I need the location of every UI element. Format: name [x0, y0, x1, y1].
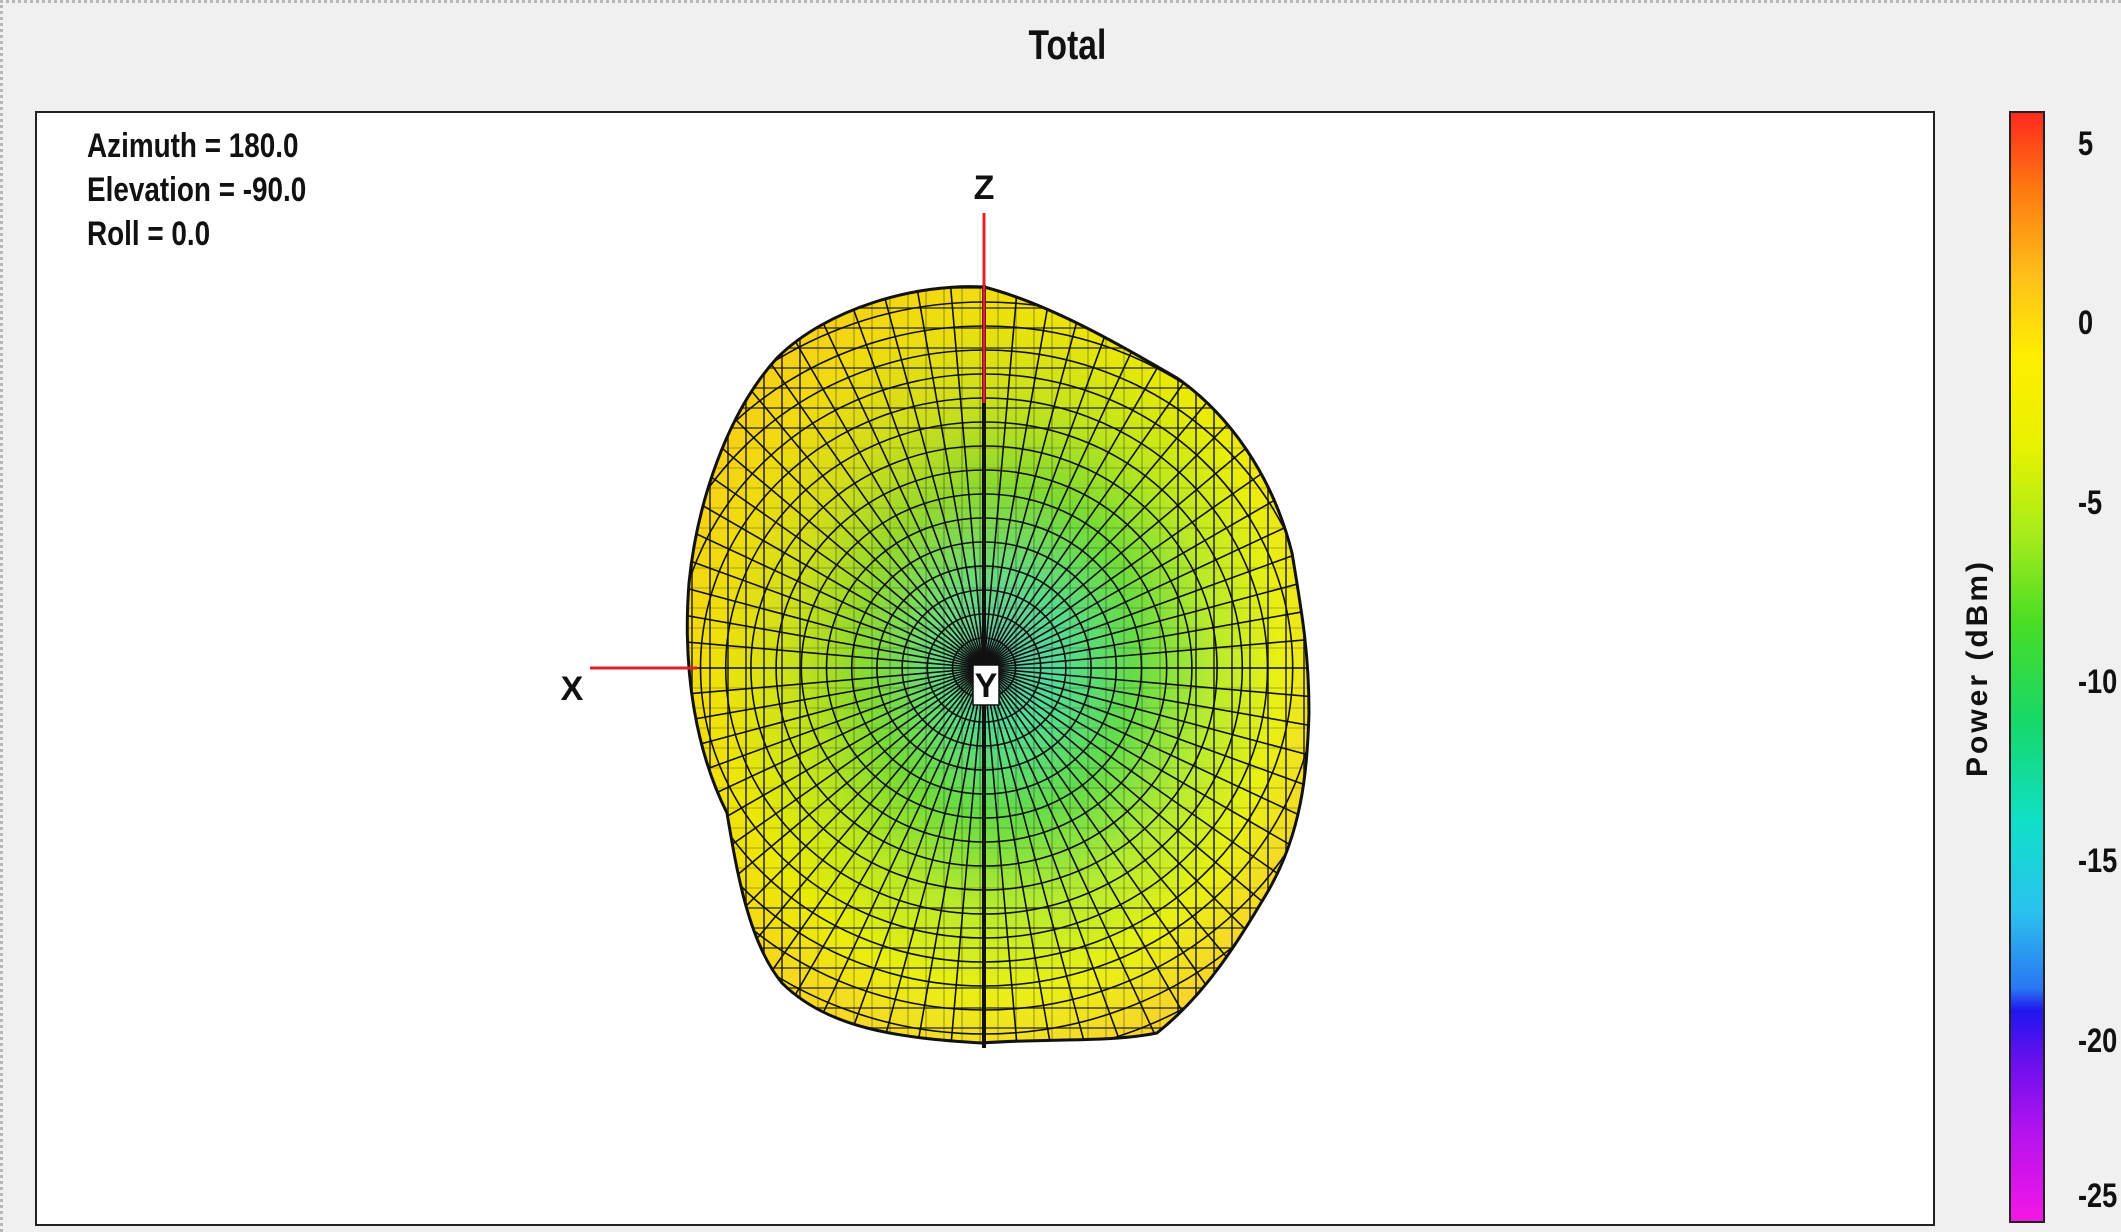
- colorbar-tick-label: -15: [2078, 842, 2118, 881]
- radiation-pattern-surface[interactable]: Z X Y: [37, 113, 1933, 1224]
- elevation-readout: Elevation = -90.0: [87, 171, 307, 209]
- colorbar-tick-label: -25: [2078, 1177, 2118, 1215]
- colorbar: [2009, 111, 2045, 1223]
- plot-area[interactable]: Azimuth = 180.0 Elevation = -90.0 Roll =…: [35, 111, 1935, 1226]
- colorbar-tick-label: -10: [2078, 662, 2118, 701]
- colorbar-tick-label: 0: [2078, 304, 2094, 343]
- colorbar-tick-label: -20: [2078, 1021, 2118, 1060]
- pattern-outline: [685, 285, 1311, 1045]
- y-axis-label: Y: [975, 667, 998, 705]
- roll-readout: Roll = 0.0: [87, 215, 211, 253]
- colorbar-tick-label: -5: [2078, 483, 2103, 522]
- z-axis-label: Z: [974, 169, 995, 207]
- plot-title: Total: [1028, 21, 1107, 68]
- y-axis-marker: Y: [972, 664, 1000, 706]
- colorbar-tick-label: 5: [2078, 124, 2094, 163]
- azimuth-readout: Azimuth = 180.0: [87, 127, 299, 165]
- x-axis-label: X: [561, 670, 584, 708]
